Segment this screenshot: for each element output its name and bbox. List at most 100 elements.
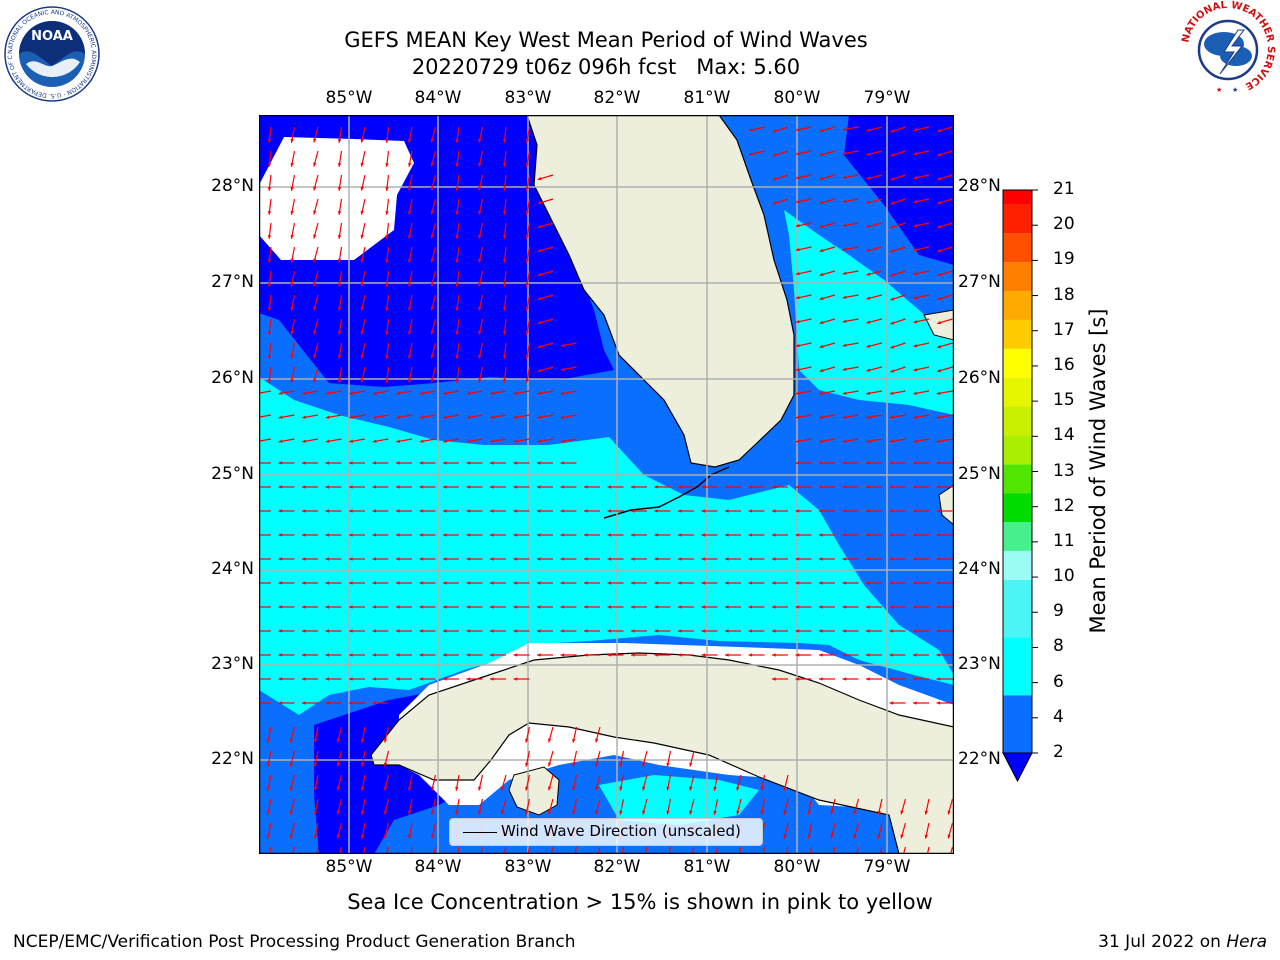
direction-arrow [337,246,343,263]
direction-arrow [795,581,812,585]
direction-arrow [866,390,883,395]
direction-arrow [809,846,813,854]
direction-arrow [433,846,437,854]
direction-arrow [525,366,531,383]
direction-arrow [259,582,271,584]
direction-arrow [889,533,906,537]
direction-arrow [866,533,882,537]
lat-label-right: 24°N [958,559,1001,579]
direction-arrow [490,677,506,681]
direction-arrow [313,726,319,743]
direction-arrow [819,581,835,585]
direction-arrow [890,126,906,133]
lat-label-right: 22°N [958,749,1001,769]
direction-arrow [513,390,530,395]
direction-arrow [408,126,413,143]
direction-arrow [278,390,295,395]
direction-arrow [455,246,460,263]
direction-arrow [430,822,437,839]
direction-arrow [383,774,390,791]
direction-arrow [795,509,812,513]
direction-arrow [642,750,648,767]
direction-arrow [936,198,953,205]
direction-arrow [336,798,343,815]
direction-arrow [819,222,836,229]
direction-arrow [654,485,671,489]
direction-arrow [842,150,859,155]
direction-arrow [795,270,812,276]
direction-arrow [337,198,343,215]
direction-arrow [430,294,437,311]
direction-arrow [807,798,813,815]
direction-arrow [725,581,741,585]
direction-arrow [478,174,484,191]
direction-arrow [537,509,553,513]
direction-arrow [267,174,272,191]
direction-arrow [302,390,319,395]
direction-arrow [349,581,365,585]
direction-arrow [936,653,953,657]
map-grid [259,115,954,854]
direction-arrow [313,150,319,167]
direction-arrow [936,414,953,419]
direction-arrow [819,174,836,181]
direction-arrow [889,414,906,419]
direction-arrow [936,461,953,465]
direction-arrow [795,629,812,633]
direction-arrow [537,461,553,465]
direction-arrow [455,270,460,287]
direction-arrow [525,750,531,767]
svg-text:★: ★ [1232,86,1238,94]
run-date-text: 31 Jul 2022 on [1098,932,1221,952]
direction-arrow [419,605,436,609]
lon-label-top: 79°W [863,88,911,108]
direction-arrow [819,557,835,561]
direction-arrow [267,318,272,335]
direction-arrow [678,485,694,489]
direction-arrow [772,198,789,205]
direction-arrow [936,581,953,585]
direction-arrow [513,677,530,681]
direction-arrow [302,509,318,513]
colorbar-label: 10 [1053,566,1075,587]
direction-arrow [480,846,484,854]
direction-arrow [259,606,271,608]
direction-arrow [313,366,319,383]
colorbar-label: 11 [1053,530,1075,551]
direction-arrow [360,342,366,359]
direction-arrow [830,822,836,839]
direction-arrow [513,629,530,633]
direction-arrow [455,150,460,167]
direction-arrow [466,677,483,681]
direction-arrow [772,677,788,681]
direction-arrow [842,198,859,203]
direction-arrow [842,557,859,561]
direction-arrow [842,653,859,657]
direction-arrow [889,653,906,657]
direction-arrow [325,677,342,681]
direction-arrow [678,605,694,609]
direction-arrow [772,174,789,181]
direction-arrow [572,750,578,767]
direction-arrow [936,605,953,609]
direction-arrow [889,701,906,705]
direction-arrow [795,318,812,324]
direction-arrow [443,653,459,657]
direction-arrow [725,533,741,537]
direction-arrow [419,629,436,633]
direction-arrow [408,342,413,359]
direction-arrow [372,485,389,489]
direction-arrow [513,509,530,513]
direction-arrow [289,750,296,767]
direction-arrow [443,629,459,633]
direction-arrow [936,533,953,537]
direction-arrow [795,126,812,132]
direction-arrow [738,846,742,854]
direction-arrow [267,342,272,359]
direction-arrow [913,294,930,300]
direction-arrow [725,629,741,633]
direction-arrow [597,846,601,854]
direction-arrow [842,414,859,419]
direction-arrow [525,342,531,359]
direction-arrow [866,414,883,419]
